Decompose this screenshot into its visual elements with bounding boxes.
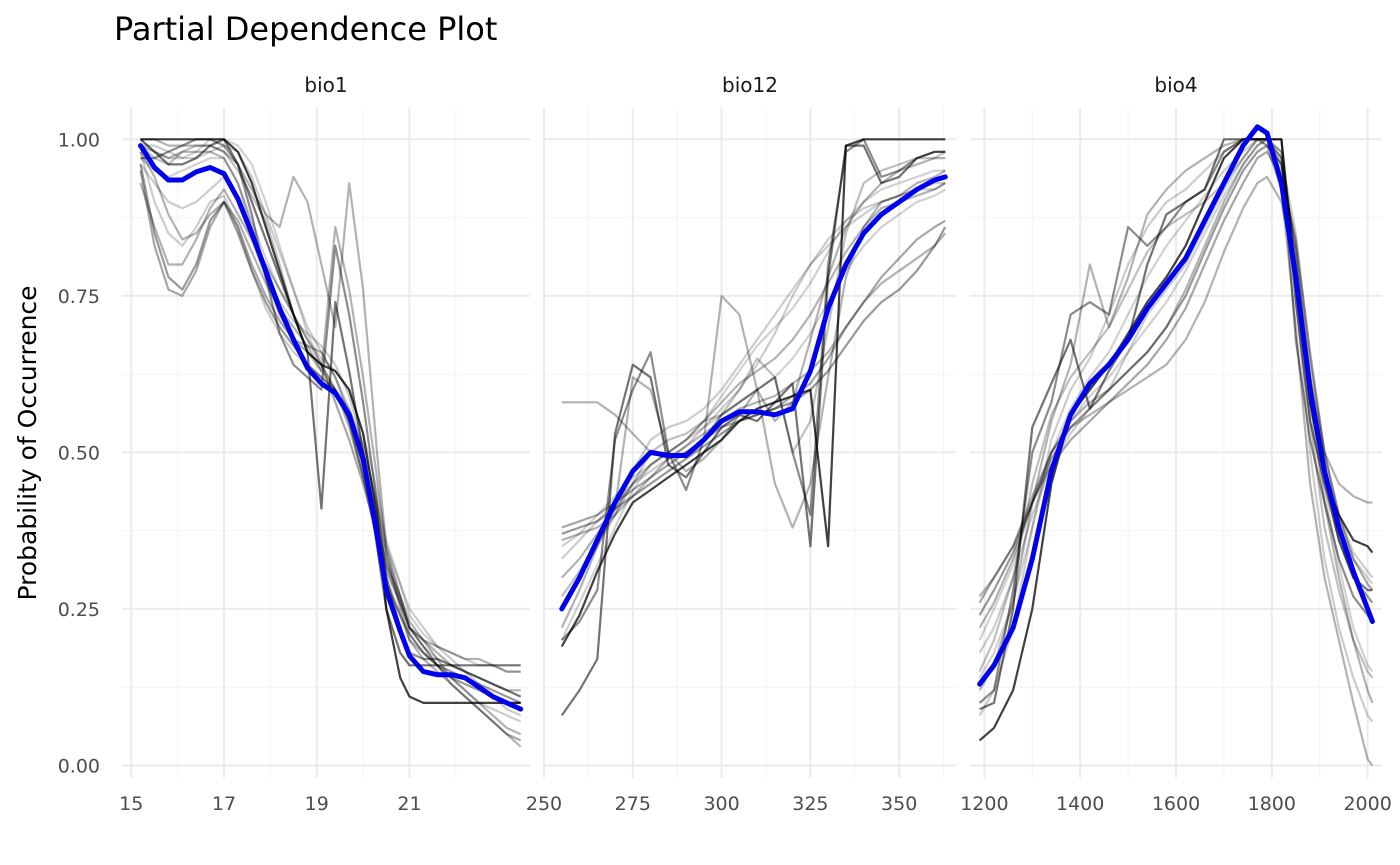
mean-pdp-line-bio1 [138,143,524,712]
ice-line-bio4-9 [978,138,1374,679]
ice-line-bio4-11 [978,138,1374,723]
y-axis-label-group: Probability of Occurrence [13,285,42,600]
y-tick-label: 0.00 [58,755,100,777]
ice-line-bio1-10 [139,144,522,704]
y-tick-label: 0.25 [58,599,100,621]
x-tick-label-bio12: 350 [881,793,917,815]
ice-line-bio4-7 [978,138,1374,704]
ice-line-bio1-13 [139,163,522,717]
y-tick-label: 0.50 [58,442,100,464]
facet-label-bio1: bio1 [304,73,347,97]
ice-line-bio12-14 [560,169,946,641]
panel-bio4: bio4 1200 1400 1600 1800 2000 [960,73,1392,815]
facet-label-bio4: bio4 [1154,73,1197,97]
facet-panels: bio1 15 17 19 21 0.00 0.25 0.50 0.75 1.00 bio12 250… [58,73,1392,815]
y-tick-label: 0.75 [58,286,100,308]
ice-line-bio1-6 [139,182,522,736]
ice-line-bio12-9 [560,182,946,579]
facet-label-bio12: bio12 [722,73,778,97]
x-tick-label-bio12: 250 [526,793,562,815]
x-tick-label-bio1: 21 [397,793,421,815]
y-axis-label: Probability of Occurrence [13,285,42,600]
ice-line-bio1-15 [139,157,521,673]
ice-line-bio12-2 [560,144,946,717]
x-tick-label-bio12: 275 [615,793,651,815]
ice-line-bio12-10 [560,150,946,598]
ice-line-bio1-14 [139,138,522,698]
x-tick-label-bio1: 19 [305,793,329,815]
ice-line-bio1-7 [139,151,522,748]
x-tick-label-bio4: 1600 [1152,793,1200,815]
panel-bio12: bio12 250 275 300 325 350 [526,73,956,815]
ice-line-bio1-9 [140,144,521,673]
panel-bio1: bio1 15 17 19 21 0.00 0.25 0.50 0.75 1.00 [58,73,530,815]
ice-line-bio4-2 [979,138,1373,711]
x-tick-label-bio1: 17 [212,793,236,815]
x-tick-label-bio12: 325 [792,793,828,815]
ice-line-bio1-3 [140,138,522,698]
ice-line-bio12-4 [561,226,947,535]
ice-line-bio12-5 [561,219,946,529]
x-tick-label-bio1: 15 [119,793,143,815]
ice-line-bio1-2 [139,138,521,667]
ice-line-bio4-6 [978,138,1374,767]
y-tick-label: 1.00 [58,129,100,151]
ice-line-bio12-8 [561,157,946,460]
x-tick-label-bio12: 300 [703,793,739,815]
ice-line-bio1-11 [139,151,522,723]
x-tick-label-bio4: 1800 [1248,793,1296,815]
ice-line-bio12-7 [561,232,947,542]
x-tick-label-bio4: 2000 [1343,793,1391,815]
ice-line-bio4-8 [978,175,1373,598]
ice-line-bio1-8 [140,138,521,692]
ice-line-bio4-13 [978,138,1374,679]
mean-pdp-line-bio12 [559,174,948,612]
ice-line-bio1-5 [139,170,522,742]
x-tick-label-bio4: 1200 [960,793,1008,815]
ice-line-bio12-1 [560,138,946,648]
ice-line-bio1-12 [140,144,522,704]
ice-line-bio12-3 [561,138,946,641]
x-tick-label-bio4: 1400 [1056,793,1104,815]
ice-line-bio1-4 [139,164,521,705]
chart-title: Partial Dependence Plot [114,10,497,48]
mean-pdp-line-bio4 [977,124,1375,687]
ice-line-bio12-11 [561,182,946,560]
ice-line-bio1-1 [140,138,521,705]
ice-line-bio12-6 [560,169,946,629]
ice-line-bio4-3 [978,138,1374,704]
